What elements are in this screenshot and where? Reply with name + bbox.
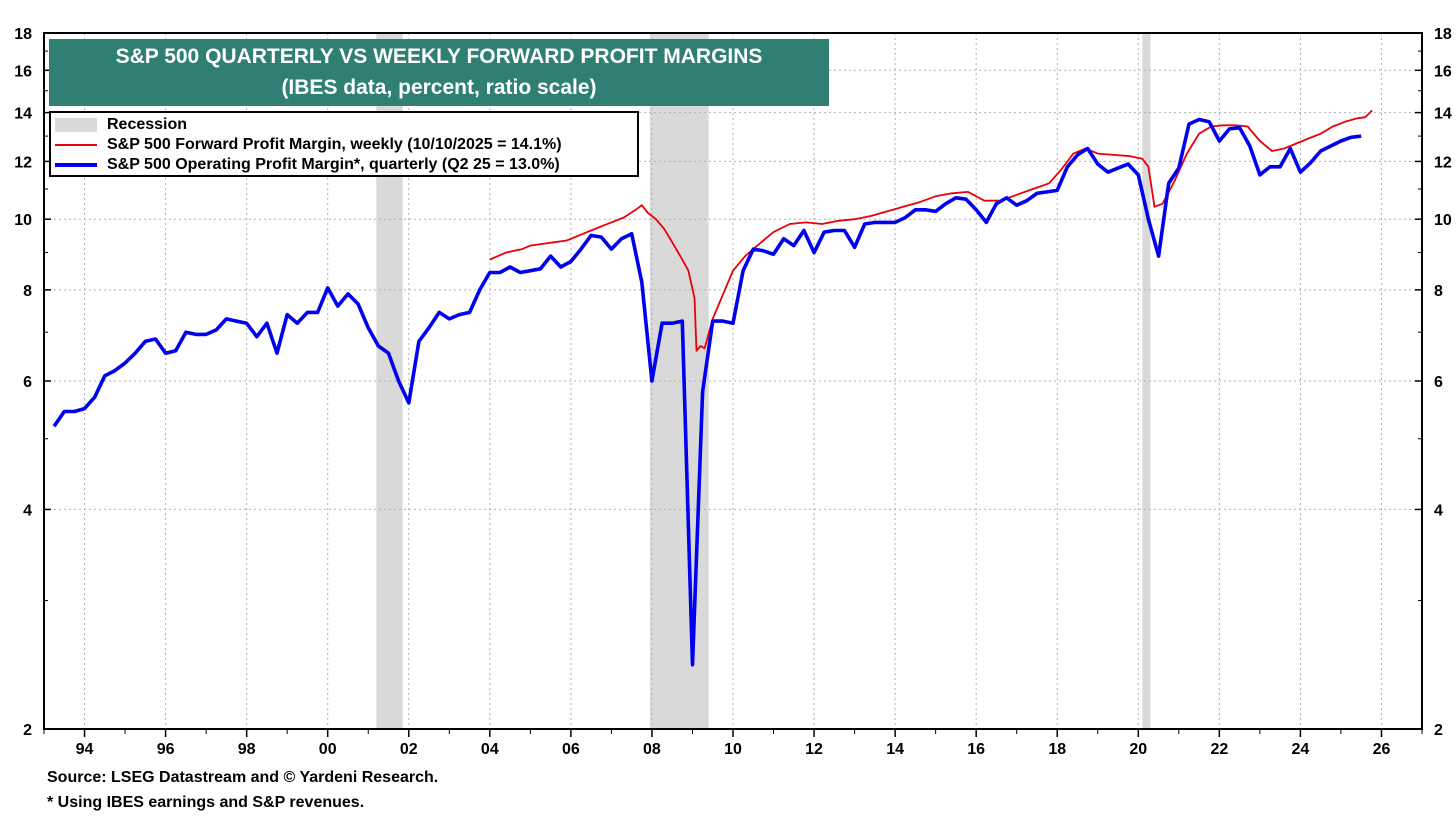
x-tick-label: 16 (967, 741, 985, 758)
legend: Recession S&P 500 Forward Profit Margin,… (49, 111, 639, 177)
y-tick-label-right: 2 (1434, 722, 1443, 739)
x-tick-label: 96 (157, 741, 175, 758)
x-tick-label: 08 (643, 741, 661, 758)
y-tick-label-right: 16 (1434, 63, 1452, 80)
legend-item-recession: Recession (55, 115, 187, 135)
y-tick-label-right: 4 (1434, 502, 1443, 519)
source-note: Source: LSEG Datastream and © Yardeni Re… (47, 769, 439, 786)
legend-label-forward: S&P 500 Forward Profit Margin, weekly (1… (107, 136, 562, 153)
x-tick-label: 22 (1210, 741, 1228, 758)
legend-item-forward: S&P 500 Forward Profit Margin, weekly (1… (55, 135, 562, 155)
x-tick-label: 00 (319, 741, 337, 758)
operating-swatch (55, 163, 97, 167)
x-tick-label: 94 (76, 741, 94, 758)
x-tick-label: 06 (562, 741, 580, 758)
legend-item-operating: S&P 500 Operating Profit Margin*, quarte… (55, 155, 560, 175)
forward-swatch (55, 144, 97, 146)
y-tick-label-left: 4 (23, 502, 32, 519)
y-tick-label-left: 2 (23, 722, 32, 739)
y-tick-label-left: 8 (23, 283, 32, 300)
legend-label-operating: S&P 500 Operating Profit Margin*, quarte… (107, 156, 560, 173)
y-tick-label-left: 18 (14, 26, 32, 43)
x-tick-label: 26 (1373, 741, 1391, 758)
x-tick-label: 04 (481, 741, 499, 758)
x-tick-label: 24 (1292, 741, 1310, 758)
series-operating-margin (52, 117, 1362, 667)
y-tick-label-left: 12 (14, 154, 32, 171)
x-tick-label: 12 (805, 741, 823, 758)
series-lines (52, 109, 1373, 667)
y-tick-label-right: 12 (1434, 154, 1452, 171)
chart-title-box: S&P 500 QUARTERLY VS WEEKLY FORWARD PROF… (49, 39, 829, 106)
y-tick-label-left: 14 (14, 106, 32, 123)
y-tick-label-right: 10 (1434, 212, 1452, 229)
x-tick-label: 02 (400, 741, 418, 758)
recession-swatch (55, 118, 97, 132)
y-tick-label-left: 6 (23, 374, 32, 391)
legend-label-recession: Recession (107, 116, 188, 133)
chart-title: S&P 500 QUARTERLY VS WEEKLY FORWARD PROF… (115, 45, 763, 68)
footnote: * Using IBES earnings and S&P revenues. (47, 794, 365, 811)
y-tick-label-right: 14 (1434, 106, 1452, 123)
x-tick-label: 98 (238, 741, 256, 758)
recession-band-2 (1142, 33, 1151, 729)
x-tick-label: 10 (724, 741, 742, 758)
y-tick-label-left: 10 (14, 212, 32, 229)
x-tick-label: 18 (1048, 741, 1066, 758)
series-forward-margin (489, 109, 1373, 352)
x-tick-label: 14 (886, 741, 904, 758)
y-tick-label-right: 8 (1434, 283, 1443, 300)
chart-subtitle: (IBES data, percent, ratio scale) (281, 76, 597, 99)
y-tick-label-right: 6 (1434, 374, 1443, 391)
x-tick-label: 20 (1129, 741, 1147, 758)
y-tick-label-right: 18 (1434, 26, 1452, 43)
y-tick-label-left: 16 (14, 63, 32, 80)
